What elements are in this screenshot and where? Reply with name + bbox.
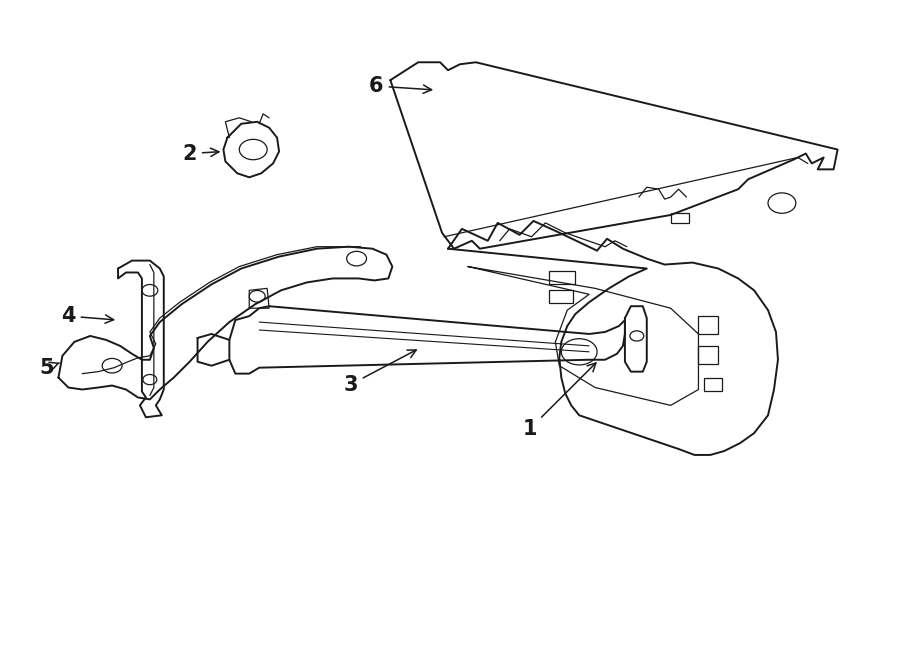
Text: 2: 2 [183,143,219,163]
Bar [698,316,718,334]
Text: 4: 4 [61,306,113,326]
Text: 3: 3 [344,350,416,395]
Bar [549,270,575,284]
Text: 1: 1 [522,363,596,439]
Bar [670,213,688,223]
Bar [705,377,723,391]
Text: 6: 6 [369,76,432,96]
Bar [549,290,573,303]
Bar [698,346,718,364]
Text: 5: 5 [40,358,59,377]
